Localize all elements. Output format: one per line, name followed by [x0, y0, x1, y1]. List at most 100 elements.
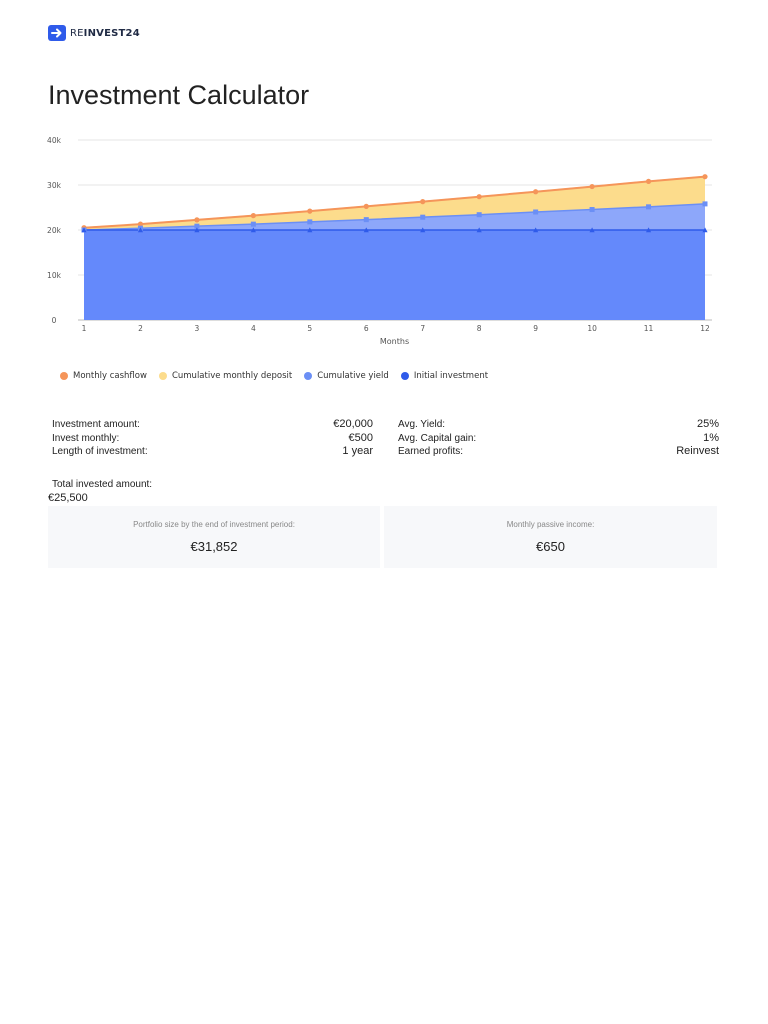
x-tick-label: 1 [82, 324, 87, 333]
point-monthly-cashflow [476, 194, 482, 200]
param-row-earned-profits: Earned profits: Reinvest [398, 445, 719, 459]
x-tick-label: 12 [700, 324, 710, 333]
portfolio-size-value: €31,852 [190, 539, 238, 554]
portfolio-size-card: Portfolio size by the end of investment … [48, 506, 380, 568]
point-monthly-cashflow [420, 199, 426, 205]
legend-dot-cumulative-yield [304, 372, 313, 380]
legend-item-cumulative-yield[interactable]: Cumulative yield [304, 371, 389, 381]
point-monthly-cashflow [589, 183, 595, 190]
point-initial-investment [589, 227, 595, 233]
point-monthly-cashflow [307, 208, 313, 214]
line-cumulative-yield [83, 203, 706, 231]
legend-item-initial-investment[interactable]: Initial investment [400, 371, 489, 381]
param-value: €20,000 [333, 418, 373, 430]
point-monthly-cashflow [533, 189, 539, 195]
param-value: €500 [348, 431, 373, 444]
point-cumulative-yield [307, 219, 313, 225]
param-value: 1% [703, 431, 719, 444]
yield-parameters: Avg. Yield: 25% Avg. Capital gain: 1% Ea… [398, 418, 719, 459]
point-cumulative-yield [420, 214, 426, 220]
reinvest24-logo-icon [48, 25, 66, 41]
point-initial-investment [702, 227, 708, 233]
point-monthly-cashflow [645, 178, 652, 184]
legend-label: Cumulative monthly deposit [171, 371, 293, 381]
monthly-income-card: Monthly passive income: €650 [384, 506, 717, 568]
point-cumulative-yield [250, 221, 256, 227]
point-cumulative-yield [363, 217, 369, 223]
param-label: Length of investment: [52, 446, 148, 457]
param-label: Investment amount: [52, 419, 140, 430]
point-cumulative-yield [702, 201, 708, 207]
x-tick-label: 2 [138, 324, 143, 333]
point-cumulative-yield [589, 207, 595, 213]
y-tick-label: 20k [47, 226, 62, 235]
point-monthly-cashflow [363, 203, 369, 209]
x-tick-label: 10 [587, 324, 597, 333]
point-initial-investment [137, 227, 144, 233]
point-monthly-cashflow [250, 213, 256, 219]
param-label: Avg. Capital gain: [398, 432, 477, 444]
point-cumulative-yield [646, 204, 652, 210]
point-monthly-cashflow [194, 217, 200, 223]
param-row-avg-yield: Avg. Yield: 25% [398, 418, 719, 432]
brand-prefix: RE [70, 27, 84, 39]
area-initial-investment [84, 230, 705, 320]
point-initial-investment [250, 227, 256, 233]
total-invested-label: Total invested amount: [52, 479, 153, 490]
x-tick-label: 7 [420, 324, 425, 333]
legend-item-cumulative-monthly-deposit[interactable]: Cumulative monthly deposit [158, 371, 293, 381]
x-tick-label: 5 [307, 324, 312, 333]
point-initial-investment [645, 227, 652, 233]
param-value: Reinvest [676, 445, 719, 457]
legend-dot-cumulative-monthly-deposit [158, 372, 167, 380]
point-initial-investment [420, 227, 426, 233]
x-tick-label: 9 [533, 324, 538, 333]
legend-label: Monthly cashflow [73, 371, 147, 381]
point-initial-investment [194, 227, 200, 233]
chart-legend: Monthly cashflow Cumulative monthly depo… [60, 369, 500, 383]
brand-name: REINVEST24 [70, 28, 140, 39]
point-initial-investment [533, 227, 539, 233]
point-monthly-cashflow [702, 174, 708, 180]
point-cumulative-yield [194, 223, 200, 229]
param-value: 25% [696, 418, 719, 430]
legend-dot-initial-investment [400, 372, 409, 380]
param-row-investment-amount: Investment amount: €20,000 [52, 418, 373, 432]
x-axis-label: Months [380, 337, 409, 346]
param-value: 1 year [342, 445, 373, 457]
point-initial-investment [81, 227, 87, 233]
x-tick-label: 8 [477, 324, 482, 333]
brand-suffix: INVEST24 [83, 27, 140, 39]
y-tick-label: 30k [47, 181, 62, 190]
y-tick-label: 10k [47, 271, 62, 280]
point-initial-investment [307, 227, 313, 233]
param-row-avg-capital-gain: Avg. Capital gain: 1% [398, 432, 719, 446]
param-label: Avg. Yield: [398, 419, 446, 430]
portfolio-size-label: Portfolio size by the end of investment … [133, 520, 295, 529]
point-cumulative-yield [476, 212, 482, 218]
legend-dot-monthly-cashflow [60, 372, 68, 380]
point-initial-investment [476, 227, 482, 233]
legend-label: Cumulative yield [317, 371, 389, 381]
point-initial-investment [363, 227, 369, 233]
x-tick-label: 6 [364, 324, 369, 333]
param-label: Invest monthly: [52, 432, 120, 444]
point-monthly-cashflow [137, 221, 144, 227]
total-invested-value: €25,500 [48, 492, 88, 504]
param-row-length-of-investment: Length of investment: 1 year [52, 445, 373, 459]
y-tick-label: 0 [52, 316, 57, 325]
x-tick-label: 11 [644, 324, 654, 333]
investment-parameters: Investment amount: €20,000 Invest monthl… [52, 418, 373, 459]
legend-item-monthly-cashflow[interactable]: Monthly cashflow [60, 371, 147, 381]
point-cumulative-yield [533, 209, 539, 215]
line-monthly-cashflow [83, 175, 706, 229]
legend-label: Initial investment [413, 371, 489, 381]
param-row-invest-monthly: Invest monthly: €500 [52, 432, 373, 446]
param-label: Earned profits: [398, 446, 464, 457]
y-tick-label: 40k [47, 136, 62, 145]
brand-logo: REINVEST24 [48, 25, 140, 41]
monthly-income-value: €650 [536, 539, 565, 554]
x-tick-label: 3 [195, 324, 200, 333]
x-tick-label: 4 [251, 324, 256, 333]
